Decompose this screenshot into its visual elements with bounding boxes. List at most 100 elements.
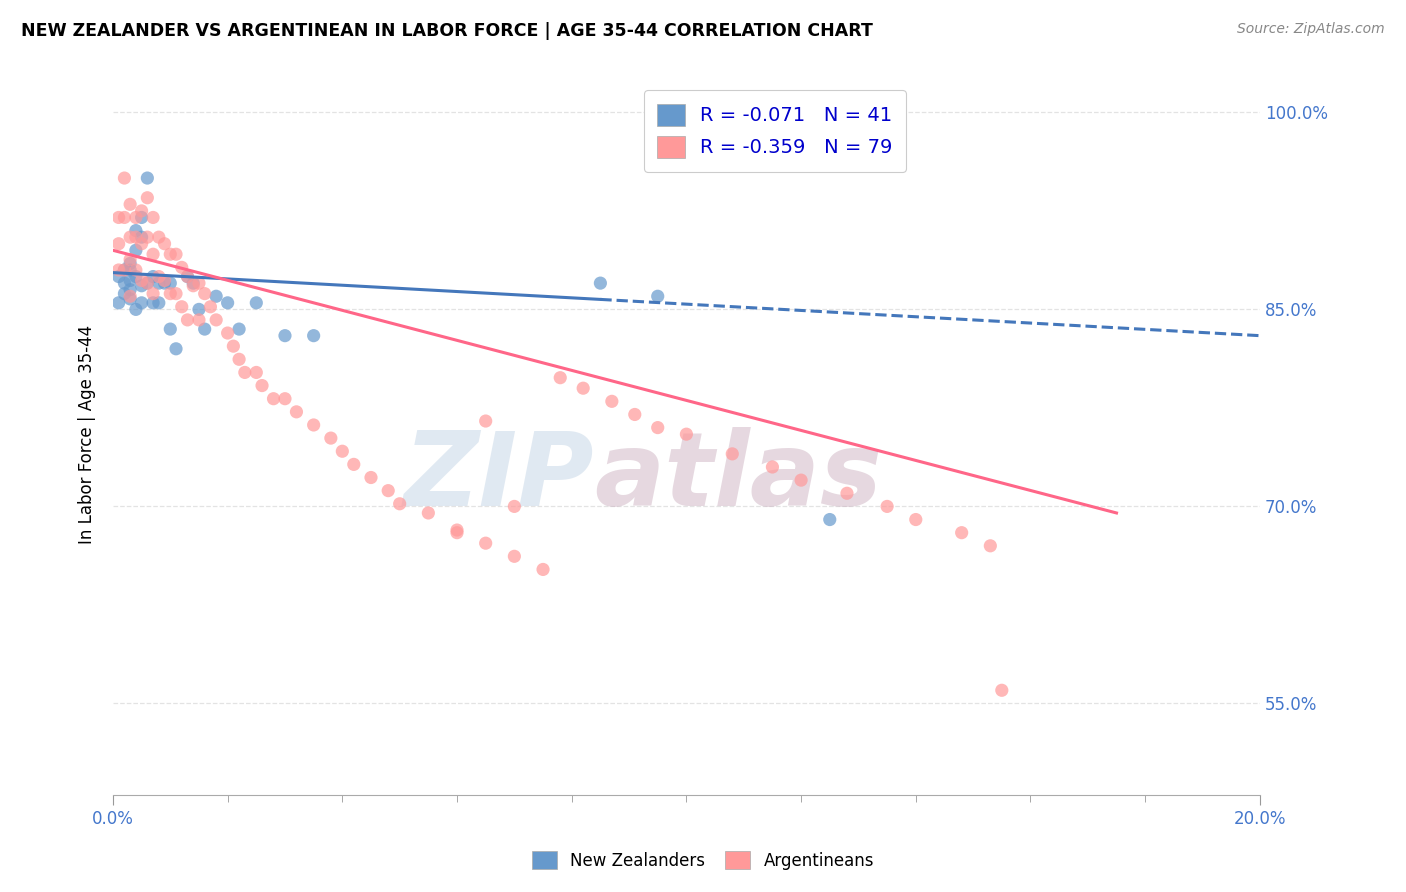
Point [120, 230, 142, 244]
Point [131, 278, 153, 293]
Point [112, 263, 135, 277]
Point [125, 302, 148, 317]
Point [761, 460, 783, 475]
Point [112, 276, 135, 290]
Point [112, 263, 135, 277]
Legend: New Zealanders, Argentineans: New Zealanders, Argentineans [526, 845, 880, 877]
Point [107, 263, 129, 277]
Point [548, 370, 571, 384]
Point [136, 191, 159, 205]
Point [120, 263, 142, 277]
Point [647, 420, 669, 434]
Point [979, 539, 1001, 553]
Point [165, 286, 187, 301]
Point [188, 276, 211, 290]
Point [721, 447, 744, 461]
Point [790, 473, 813, 487]
Point [165, 247, 187, 261]
Point [131, 203, 153, 218]
Point [136, 276, 159, 290]
Point [170, 300, 193, 314]
Point [274, 328, 297, 343]
Point [142, 269, 165, 284]
Point [125, 244, 148, 258]
Point [136, 276, 159, 290]
Point [835, 486, 858, 500]
Point [181, 278, 204, 293]
Point [131, 273, 153, 287]
Point [142, 211, 165, 225]
Point [125, 269, 148, 284]
Point [474, 536, 496, 550]
Point [647, 289, 669, 303]
Point [159, 322, 181, 336]
Point [446, 525, 468, 540]
Point [818, 512, 841, 526]
Point [876, 500, 898, 514]
Point [148, 230, 170, 244]
Point [125, 230, 148, 244]
Point [205, 289, 228, 303]
Point [131, 211, 153, 225]
Point [136, 230, 159, 244]
Point [418, 506, 440, 520]
Point [125, 263, 148, 277]
Point [589, 276, 612, 290]
Point [503, 500, 526, 514]
Point [159, 286, 181, 301]
Point [302, 328, 325, 343]
Text: atlas: atlas [595, 427, 883, 528]
Point [245, 366, 267, 380]
Point [136, 171, 159, 186]
Point [142, 247, 165, 261]
Point [319, 431, 342, 445]
Point [200, 300, 222, 314]
Point [572, 381, 595, 395]
Point [107, 295, 129, 310]
Point [188, 302, 211, 317]
Point [228, 322, 250, 336]
Point [153, 273, 176, 287]
Point [148, 276, 170, 290]
Point [623, 408, 645, 422]
Point [446, 523, 468, 537]
Point [153, 236, 176, 251]
Point [343, 458, 366, 472]
Point [131, 236, 153, 251]
Text: NEW ZEALANDER VS ARGENTINEAN IN LABOR FORCE | AGE 35-44 CORRELATION CHART: NEW ZEALANDER VS ARGENTINEAN IN LABOR FO… [21, 22, 873, 40]
Point [474, 414, 496, 428]
Point [222, 339, 245, 353]
Point [531, 562, 554, 576]
Point [131, 230, 153, 244]
Point [194, 322, 217, 336]
Point [120, 292, 142, 306]
Point [388, 497, 411, 511]
Point [176, 269, 198, 284]
Point [991, 683, 1014, 698]
Point [205, 313, 228, 327]
Point [159, 247, 181, 261]
Point [377, 483, 399, 498]
Point [360, 470, 382, 484]
Point [148, 269, 170, 284]
Point [120, 283, 142, 297]
Point [120, 273, 142, 287]
Point [120, 256, 142, 270]
Point [245, 295, 267, 310]
Legend: R = -0.071   N = 41, R = -0.359   N = 79: R = -0.071 N = 41, R = -0.359 N = 79 [644, 90, 905, 172]
Point [194, 286, 217, 301]
Point [233, 366, 256, 380]
Point [107, 236, 129, 251]
Point [112, 211, 135, 225]
Point [112, 286, 135, 301]
Point [228, 352, 250, 367]
Point [250, 378, 273, 392]
Point [285, 405, 308, 419]
Point [153, 276, 176, 290]
Point [503, 549, 526, 564]
Point [600, 394, 623, 409]
Point [159, 276, 181, 290]
Point [107, 211, 129, 225]
Y-axis label: In Labor Force | Age 35-44: In Labor Force | Age 35-44 [79, 325, 96, 544]
Point [263, 392, 285, 406]
